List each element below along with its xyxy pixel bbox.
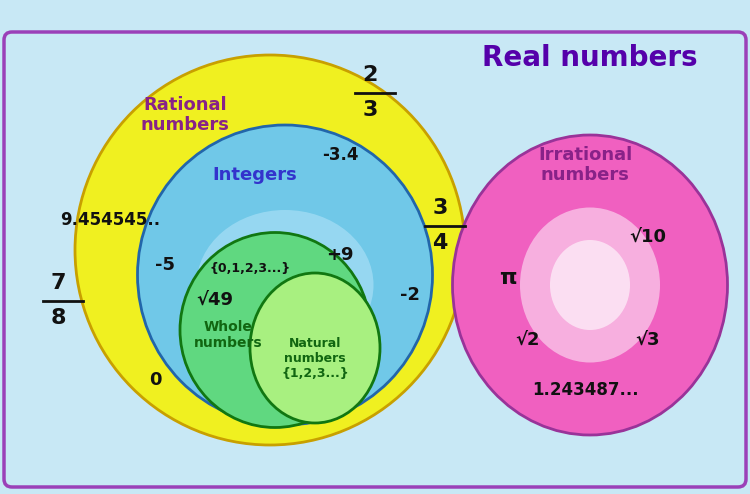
Text: -5: -5	[155, 256, 175, 274]
Text: 3: 3	[432, 198, 448, 218]
Ellipse shape	[520, 207, 660, 363]
FancyBboxPatch shape	[4, 32, 746, 487]
Ellipse shape	[180, 233, 370, 427]
Text: √10: √10	[629, 228, 667, 246]
Text: 0: 0	[148, 371, 161, 389]
Text: Natural
numbers
{1,2,3...}: Natural numbers {1,2,3...}	[281, 336, 349, 379]
Text: Irrational
numbers: Irrational numbers	[538, 146, 632, 184]
Text: -2: -2	[400, 286, 420, 304]
Text: Integers: Integers	[213, 166, 297, 184]
Text: 1.243487...: 1.243487...	[532, 381, 638, 399]
Text: 7: 7	[50, 273, 66, 293]
Ellipse shape	[75, 55, 465, 445]
Text: √3: √3	[636, 331, 660, 349]
Text: √2: √2	[516, 331, 540, 349]
Text: 2: 2	[362, 65, 378, 85]
Ellipse shape	[452, 135, 728, 435]
Text: 8: 8	[50, 308, 66, 328]
Text: -3.4: -3.4	[322, 146, 358, 164]
Text: +9: +9	[326, 246, 354, 264]
Text: 4: 4	[432, 233, 448, 253]
Ellipse shape	[550, 240, 630, 330]
Text: √49: √49	[196, 291, 233, 309]
Text: Whole
numbers: Whole numbers	[194, 320, 262, 350]
Text: {0,1,2,3...}: {0,1,2,3...}	[209, 261, 291, 275]
Text: Rational
numbers: Rational numbers	[140, 96, 230, 134]
Text: π: π	[500, 268, 517, 288]
Ellipse shape	[137, 125, 433, 425]
Text: 3: 3	[362, 100, 378, 120]
Text: 9.454545..: 9.454545..	[60, 211, 160, 229]
Text: Real numbers: Real numbers	[482, 44, 698, 72]
Ellipse shape	[250, 273, 380, 423]
Ellipse shape	[196, 210, 374, 360]
